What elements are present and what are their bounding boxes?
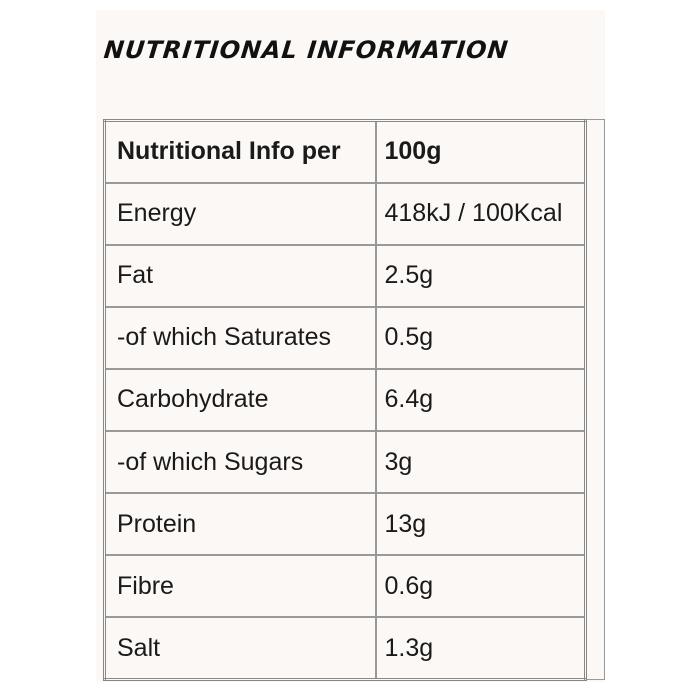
table-row: Salt 1.3g (103, 616, 587, 681)
header-label: Nutritional Info per (103, 119, 377, 184)
nutrient-value: 2.5g (374, 243, 587, 308)
nutrient-value: 1.3g (374, 616, 587, 681)
table-row: Fibre 0.6g (103, 554, 587, 619)
nutrition-table: Nutritional Info per 100g Energy 418kJ / … (103, 119, 587, 681)
nutrient-name: -of which Saturates (103, 305, 377, 370)
nutrient-value: 13g (374, 492, 587, 557)
nutrient-value: 0.6g (374, 554, 587, 619)
nutrient-name: Energy (103, 181, 377, 246)
table-row: Carbohydrate 6.4g (103, 367, 587, 433)
header-value: 100g (374, 119, 587, 184)
nutrient-name: Salt (103, 616, 377, 681)
nutrient-name: Fat (103, 243, 377, 308)
nutrient-value: 418kJ / 100Kcal (374, 181, 587, 246)
table-row: -of which Saturates 0.5g (103, 305, 587, 370)
nutrient-name: Carbohydrate (103, 367, 377, 433)
nutrient-name: Fibre (103, 554, 377, 619)
table-row: Energy 418kJ / 100Kcal (103, 181, 587, 246)
nutrient-name: -of which Sugars (103, 430, 377, 495)
table-edge-divider (586, 119, 605, 680)
nutrient-value: 0.5g (374, 305, 587, 370)
nutrient-value: 6.4g (374, 367, 587, 433)
table-row: Protein 13g (103, 492, 587, 557)
nutrient-name: Protein (103, 492, 377, 557)
page-title: NUTRITIONAL INFORMATION (102, 36, 511, 64)
nutrient-value: 3g (374, 430, 587, 495)
table-header-row: Nutritional Info per 100g (103, 119, 587, 184)
table-row: Fat 2.5g (103, 243, 587, 308)
table-row: -of which Sugars 3g (103, 430, 587, 495)
